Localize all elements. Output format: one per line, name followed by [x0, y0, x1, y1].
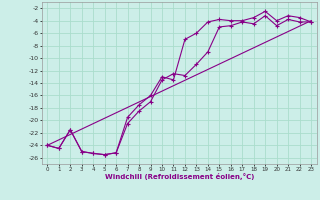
- X-axis label: Windchill (Refroidissement éolien,°C): Windchill (Refroidissement éolien,°C): [105, 173, 254, 180]
